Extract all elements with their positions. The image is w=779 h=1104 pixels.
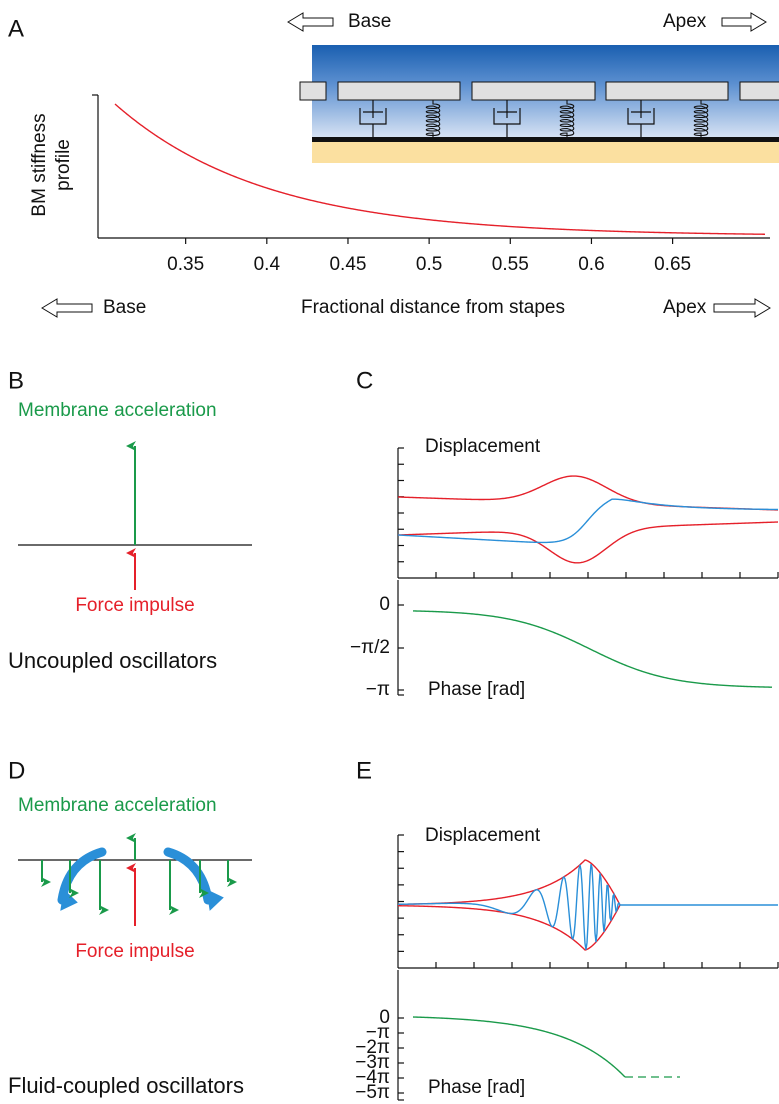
fluid-arrow (57, 847, 107, 911)
x-tick-label: 0.55 (492, 254, 529, 275)
dashpot (359, 100, 387, 137)
x-tick-label: 0.35 (167, 254, 204, 275)
plate (337, 81, 461, 101)
upper-label: Displacement (425, 436, 541, 457)
panel-label: C (356, 367, 373, 394)
phase-tick-label: 0 (379, 594, 390, 615)
force-label: Force impulse (75, 595, 194, 616)
direction-arrow (41, 298, 93, 318)
panel-label: A (8, 15, 24, 42)
plate (605, 81, 729, 101)
x-label: Fractional distance from stapes (301, 297, 565, 318)
x-tick-label: 0.65 (654, 254, 691, 275)
down-arrows (41, 860, 237, 915)
phase-tick-label: −2π (355, 1037, 390, 1058)
plate (299, 81, 327, 101)
plate (471, 81, 596, 101)
spring (425, 100, 441, 137)
direction-arrow (721, 12, 767, 32)
force-label: Force impulse (75, 941, 194, 962)
direction-arrow (713, 298, 771, 318)
displacement-curve (397, 863, 778, 950)
phase-tick-label: −3π (355, 1052, 390, 1073)
acceleration-label: Membrane acceleration (18, 795, 217, 816)
phase-tick-label: −5π (355, 1082, 390, 1103)
panel-label: E (356, 757, 372, 784)
plates (299, 81, 779, 137)
lower-label: Phase [rad] (428, 1077, 525, 1098)
x-tick-label: 0.45 (329, 254, 366, 275)
caption: Uncoupled oscillators (8, 648, 217, 673)
phase-tick-label: −π (366, 1022, 390, 1043)
x-tick-label: 0.5 (416, 254, 442, 275)
inset (312, 45, 779, 163)
spring (559, 100, 575, 137)
y-label: profile (53, 139, 74, 191)
phase-tick-label: −π (366, 679, 390, 700)
envelope-upper (397, 475, 779, 511)
left-label: Base (103, 297, 146, 318)
inset-left: Base (348, 11, 391, 32)
caption: Fluid-coupled oscillators (8, 1073, 244, 1098)
phase-tick-label: −π/2 (350, 637, 390, 658)
envelope-upper (397, 859, 621, 906)
phase-tick-label: 0 (379, 1007, 390, 1028)
inset-right: Apex (663, 11, 707, 32)
envelope-lower (397, 521, 779, 564)
dashpot (627, 100, 655, 137)
phase-curve (412, 1016, 626, 1078)
phase-curve (412, 610, 773, 688)
right-label: Apex (663, 297, 707, 318)
fluid-arrow (163, 847, 224, 911)
upper-label: Displacement (425, 825, 541, 846)
panel-label: D (8, 757, 25, 784)
panel-label: B (8, 367, 24, 394)
acceleration-label: Membrane acceleration (18, 400, 217, 421)
y-label: BM stiffness (29, 113, 50, 216)
stiffness-curve (114, 103, 766, 235)
lower-label: Phase [rad] (428, 679, 525, 700)
x-tick-label: 0.4 (254, 254, 281, 275)
x-tick-label: 0.6 (578, 254, 604, 275)
plate (739, 81, 779, 101)
direction-arrow (287, 12, 334, 32)
displacement-curve (397, 498, 779, 544)
dashpot (493, 100, 521, 137)
phase-tick-label: −4π (355, 1067, 390, 1088)
spring (693, 100, 709, 137)
